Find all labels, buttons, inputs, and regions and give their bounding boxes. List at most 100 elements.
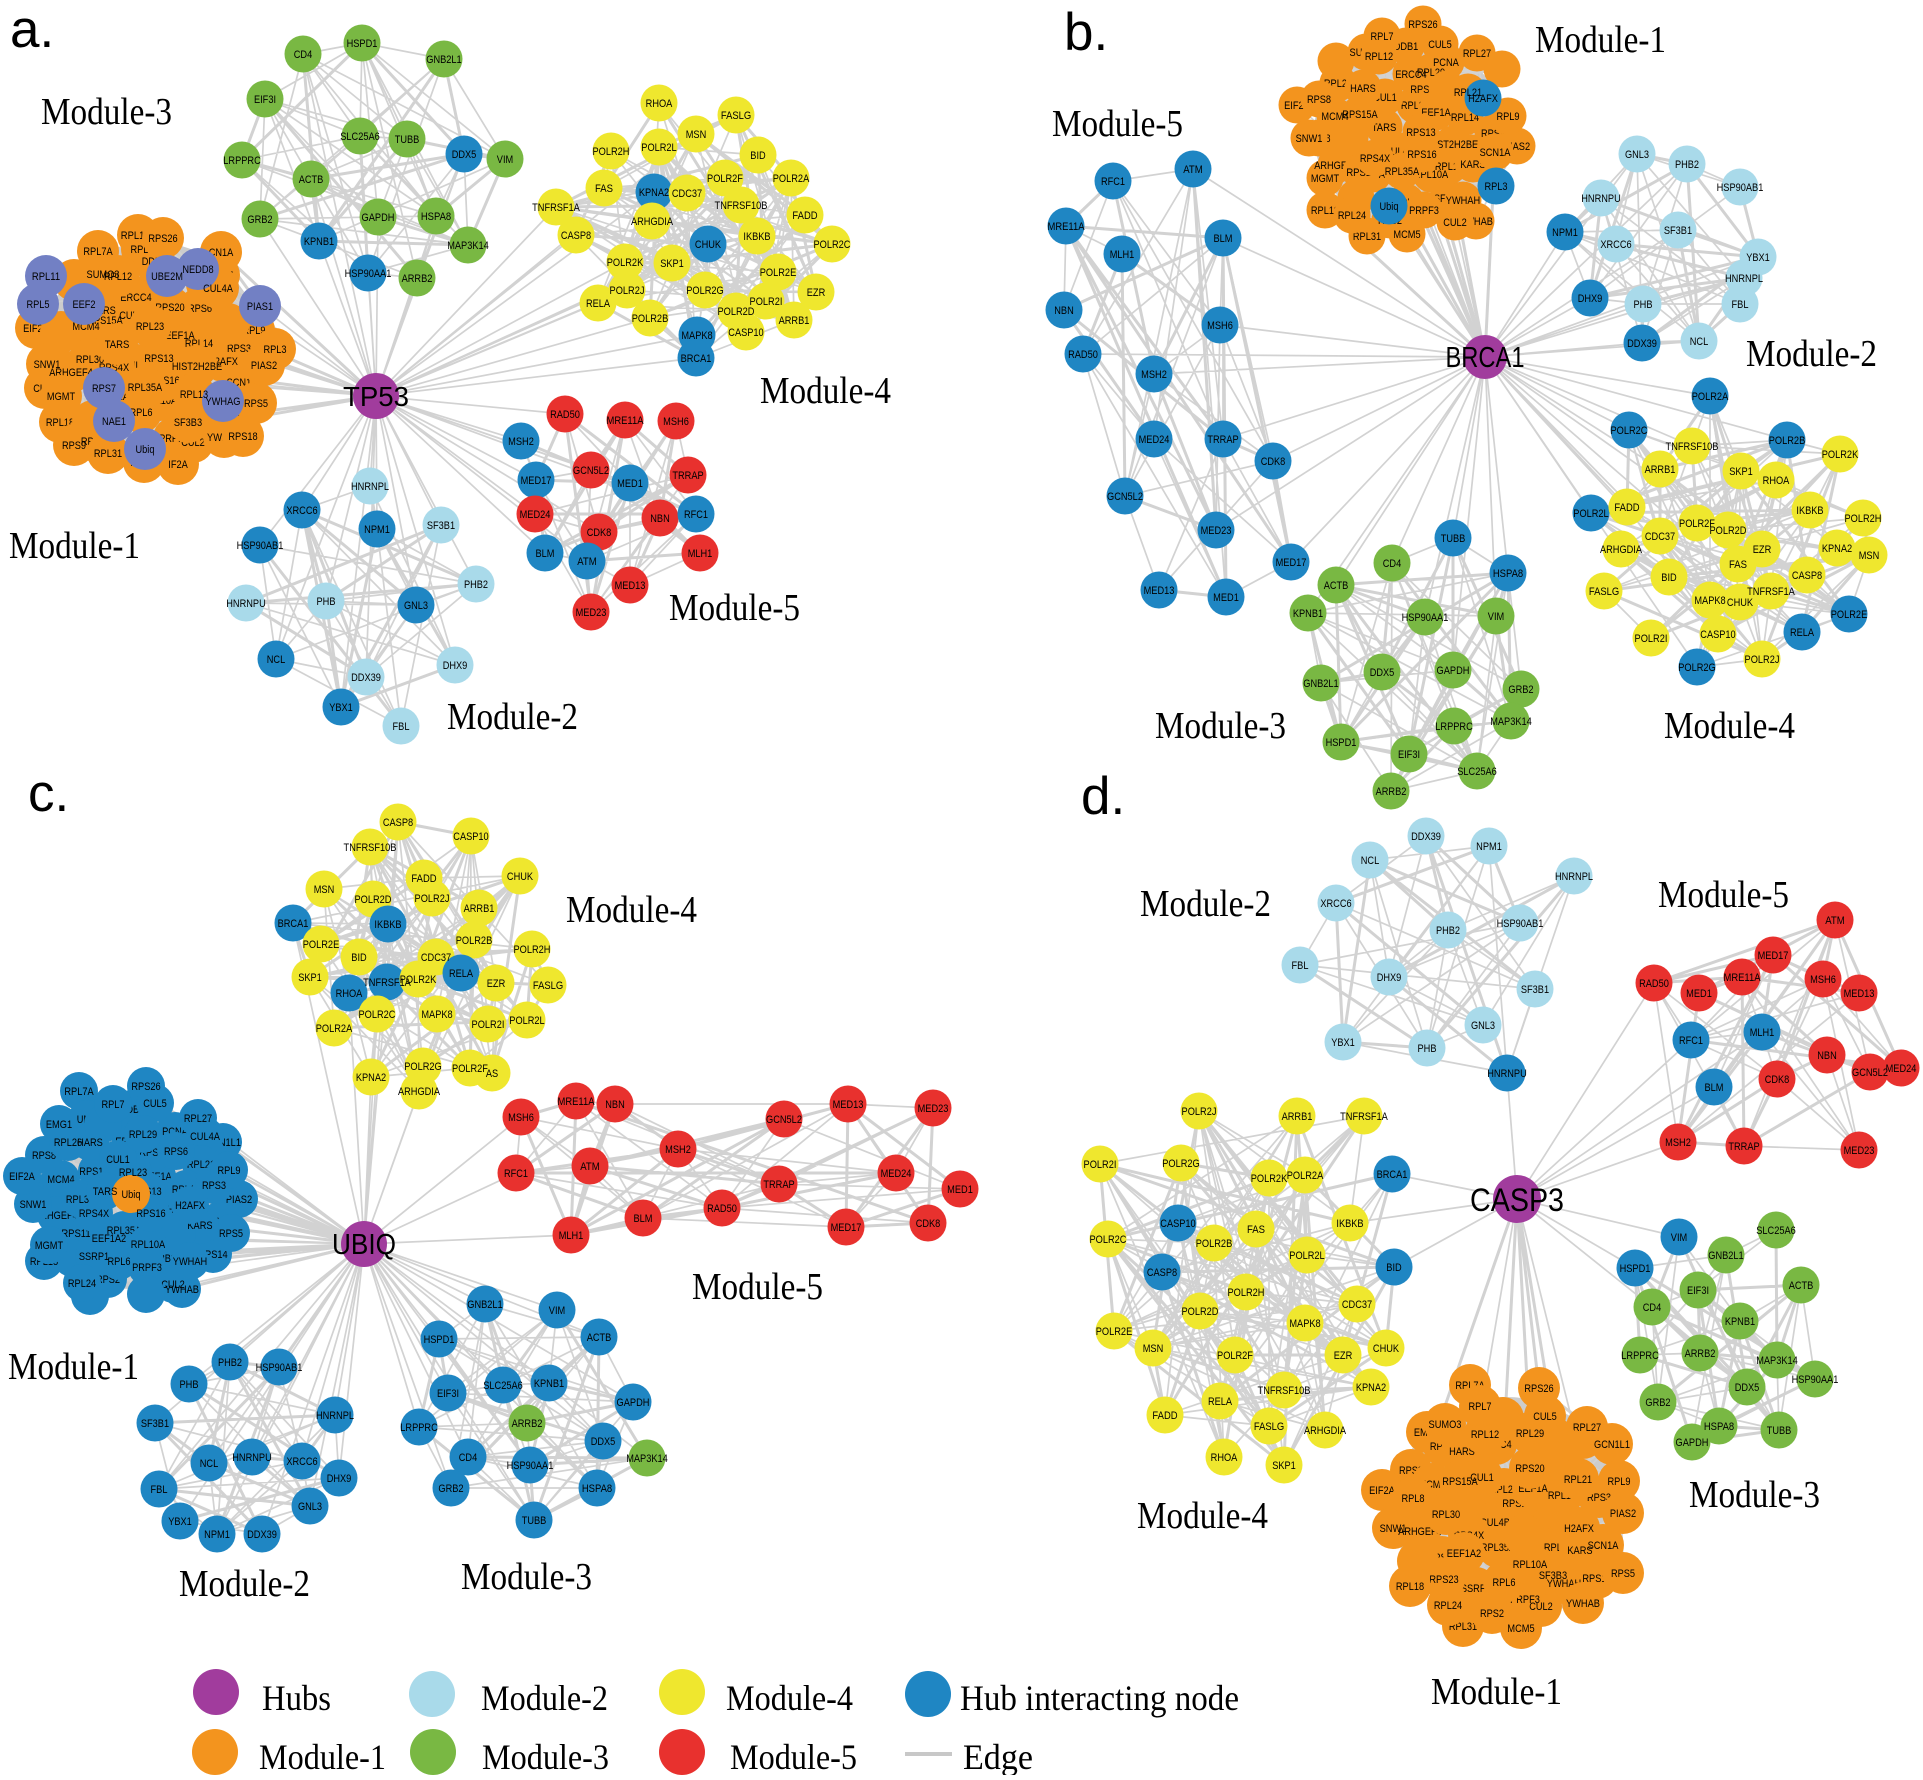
svg-text:POLR2J: POLR2J — [415, 893, 450, 905]
svg-text:CDK8: CDK8 — [1765, 1074, 1790, 1086]
svg-text:CUL2: CUL2 — [1443, 217, 1467, 229]
svg-text:RFC1: RFC1 — [684, 509, 708, 521]
svg-text:MAP3K14: MAP3K14 — [1490, 716, 1532, 728]
svg-text:d.: d. — [1081, 767, 1125, 826]
svg-text:ARHGEF4: ARHGEF4 — [1398, 1526, 1442, 1538]
svg-text:XRCC6: XRCC6 — [286, 1456, 317, 1468]
svg-text:FASLG: FASLG — [1589, 586, 1619, 598]
svg-text:FASLG: FASLG — [721, 110, 751, 122]
svg-text:RPS5: RPS5 — [219, 1228, 243, 1240]
svg-text:KPNA2: KPNA2 — [1822, 543, 1852, 555]
svg-text:TNFRSF1A: TNFRSF1A — [363, 977, 411, 989]
svg-text:GNB2L1: GNB2L1 — [426, 54, 461, 66]
svg-text:ARHGDIA: ARHGDIA — [1600, 544, 1643, 556]
svg-text:RPL7: RPL7 — [1370, 31, 1393, 43]
svg-text:MED13: MED13 — [1144, 585, 1175, 597]
svg-text:MED17: MED17 — [831, 1222, 862, 1234]
svg-text:FBL: FBL — [1732, 299, 1749, 311]
svg-text:TNFRSF1A: TNFRSF1A — [1747, 586, 1795, 598]
svg-text:ARHGDIA: ARHGDIA — [631, 216, 674, 228]
svg-text:MAP3K14: MAP3K14 — [626, 1453, 668, 1465]
svg-text:ARRB2: ARRB2 — [512, 1418, 543, 1430]
svg-text:RPL31: RPL31 — [94, 448, 122, 460]
svg-text:MSN: MSN — [1143, 1343, 1164, 1355]
svg-text:RPS13: RPS13 — [144, 353, 173, 365]
svg-text:RPL35A: RPL35A — [128, 382, 163, 394]
svg-text:RPL8: RPL8 — [1401, 1493, 1424, 1505]
svg-text:Ubiq: Ubiq — [122, 1189, 141, 1201]
svg-text:RPS8: RPS8 — [1307, 94, 1331, 106]
svg-text:RPS16: RPS16 — [1407, 149, 1436, 161]
svg-text:RPS5: RPS5 — [1611, 1568, 1635, 1580]
svg-text:SLC25A6: SLC25A6 — [483, 1380, 523, 1392]
svg-text:a.: a. — [10, 0, 54, 59]
svg-text:IKBKB: IKBKB — [374, 919, 401, 931]
svg-text:ARRB1: ARRB1 — [779, 315, 810, 327]
svg-text:MED1: MED1 — [617, 478, 643, 490]
svg-text:Module-4: Module-4 — [566, 889, 697, 931]
svg-text:POLR2C: POLR2C — [359, 1009, 396, 1021]
svg-text:GAPDH: GAPDH — [362, 212, 395, 224]
svg-text:Module-1: Module-1 — [8, 1346, 139, 1388]
svg-text:PHB2: PHB2 — [1675, 159, 1699, 171]
svg-text:RPL27: RPL27 — [1573, 1422, 1601, 1434]
svg-text:CD4: CD4 — [459, 1452, 478, 1464]
svg-text:ARRB2: ARRB2 — [1376, 786, 1407, 798]
svg-text:ARRB2: ARRB2 — [402, 273, 433, 285]
svg-text:SKP1: SKP1 — [1729, 466, 1753, 478]
svg-text:RELA: RELA — [586, 298, 611, 310]
svg-text:CDK8: CDK8 — [1261, 456, 1286, 468]
svg-text:XRCC6: XRCC6 — [1320, 898, 1351, 910]
svg-text:Module-2: Module-2 — [179, 1563, 310, 1605]
svg-text:Ubiq: Ubiq — [136, 444, 155, 456]
svg-text:CASP8: CASP8 — [1147, 1267, 1177, 1279]
svg-text:HSP90AB1: HSP90AB1 — [1497, 918, 1544, 930]
svg-text:SNW1: SNW1 — [1380, 1523, 1407, 1535]
svg-text:HSPA8: HSPA8 — [421, 211, 451, 223]
svg-text:GNL3: GNL3 — [298, 1501, 322, 1513]
svg-text:MSH2: MSH2 — [665, 1144, 691, 1156]
svg-text:EIF3I: EIF3I — [1687, 1285, 1709, 1297]
svg-text:RPS11: RPS11 — [61, 1228, 90, 1240]
svg-text:MED17: MED17 — [521, 475, 552, 487]
svg-text:CASP10: CASP10 — [453, 831, 488, 843]
svg-text:DDX5: DDX5 — [591, 1436, 616, 1448]
svg-text:BRCA1: BRCA1 — [681, 353, 712, 365]
svg-text:POLR2A: POLR2A — [1287, 1170, 1324, 1182]
svg-text:ERCC4: ERCC4 — [120, 292, 151, 304]
svg-text:RPL12: RPL12 — [104, 271, 132, 283]
svg-text:Module-2: Module-2 — [1140, 883, 1271, 925]
svg-text:DDX39: DDX39 — [1627, 338, 1657, 350]
svg-text:POLR2D: POLR2D — [718, 306, 755, 318]
svg-text:NBN: NBN — [1817, 1050, 1837, 1062]
svg-text:Module-4: Module-4 — [1664, 705, 1795, 747]
svg-text:SLC25A6: SLC25A6 — [340, 131, 380, 143]
svg-text:POLR2F: POLR2F — [452, 1063, 488, 1075]
svg-text:RPL30: RPL30 — [1432, 1509, 1460, 1521]
svg-text:CHUK: CHUK — [695, 239, 722, 251]
svg-text:DDX5: DDX5 — [1735, 1382, 1760, 1394]
svg-text:MGMT: MGMT — [1311, 173, 1339, 185]
svg-text:CUL2: CUL2 — [161, 1279, 185, 1291]
svg-text:RPL5: RPL5 — [26, 299, 49, 311]
svg-text:RPL10A: RPL10A — [131, 1239, 166, 1251]
svg-text:Module-4: Module-4 — [726, 1678, 853, 1718]
svg-text:POLR2E: POLR2E — [303, 939, 340, 951]
svg-text:c.: c. — [28, 764, 69, 823]
svg-text:TARS: TARS — [105, 339, 130, 351]
svg-text:MSH2: MSH2 — [1141, 369, 1167, 381]
svg-text:MSH6: MSH6 — [663, 416, 689, 428]
svg-text:RPS16: RPS16 — [136, 1208, 165, 1220]
svg-text:TRRAP: TRRAP — [1207, 434, 1238, 446]
svg-text:MRE11A: MRE11A — [607, 415, 645, 427]
svg-text:RPS18: RPS18 — [228, 431, 257, 443]
svg-text:EEF1A2: EEF1A2 — [92, 1233, 126, 1245]
svg-text:RPS9: RPS9 — [62, 440, 86, 452]
svg-text:MAPK8: MAPK8 — [421, 1009, 452, 1021]
svg-text:HSP90AB1: HSP90AB1 — [237, 540, 284, 552]
svg-text:MAP3K14: MAP3K14 — [447, 240, 489, 252]
svg-text:MCM5: MCM5 — [1393, 229, 1420, 241]
svg-text:HSP90AA1: HSP90AA1 — [1402, 612, 1449, 624]
svg-text:ARRB2: ARRB2 — [1685, 1348, 1716, 1360]
svg-text:Module-1: Module-1 — [9, 525, 140, 567]
